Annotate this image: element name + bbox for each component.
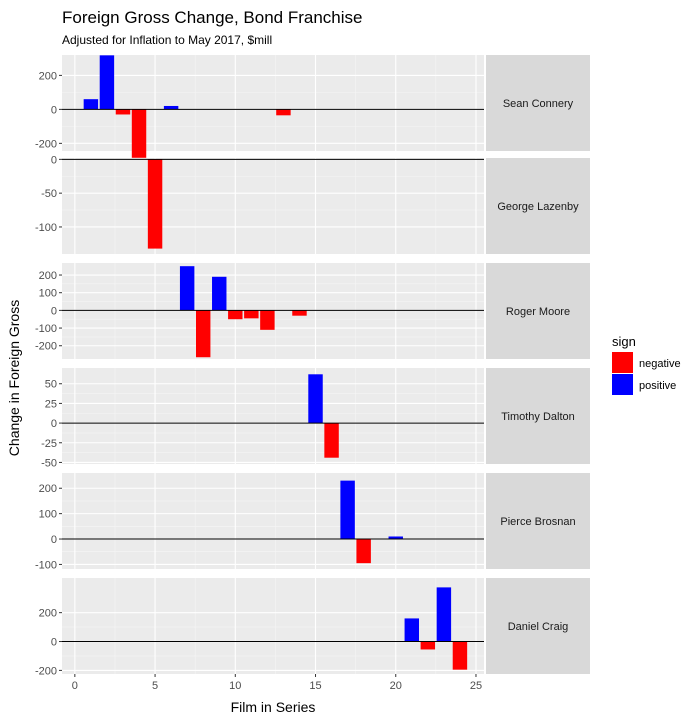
- bar-negative: [420, 641, 436, 650]
- bar-negative: [356, 539, 371, 564]
- bar-positive: [340, 480, 355, 540]
- y-tick-label: 200: [39, 70, 57, 82]
- facet-strip-label: Pierce Brosnan: [500, 516, 575, 528]
- bar-positive: [436, 587, 452, 642]
- bar-negative: [292, 310, 307, 316]
- facet-strip-label: Sean Connery: [503, 98, 574, 110]
- y-tick-label: -25: [41, 438, 57, 450]
- y-tick-label: 25: [45, 398, 57, 410]
- bar-negative: [260, 310, 275, 330]
- facet-panel: -50 -25 0 25 50 Timothy Dalton: [41, 368, 590, 469]
- y-tick-label: 100: [39, 288, 57, 300]
- x-tick-label: 0: [72, 680, 78, 692]
- bar-positive: [179, 266, 195, 311]
- y-tick-label: 0: [51, 104, 57, 116]
- facet-strip: [486, 263, 590, 359]
- bar-negative: [147, 159, 163, 249]
- y-tick-label: 200: [39, 270, 57, 282]
- bar-positive: [163, 105, 179, 110]
- y-tick-label: -100: [35, 323, 57, 335]
- y-tick-label: 50: [45, 379, 57, 391]
- x-tick-label: 20: [390, 680, 402, 692]
- bar-positive: [212, 276, 227, 311]
- facet-strip: [486, 368, 590, 464]
- panel-background: [62, 55, 484, 151]
- y-tick-label: -200: [35, 341, 57, 353]
- facet-panel: -200 0 200 Daniel Craig: [35, 578, 590, 677]
- legend-label-negative: negative: [639, 358, 681, 370]
- x-tick-label: 15: [309, 680, 321, 692]
- x-tick-label: 25: [470, 680, 482, 692]
- facet-strip: [486, 158, 590, 254]
- facet-strip-label: Timothy Dalton: [501, 411, 575, 423]
- bar-negative: [195, 310, 211, 358]
- y-tick-label: -50: [41, 188, 57, 200]
- y-tick-label: 0: [51, 154, 57, 166]
- legend: sign negative positive: [612, 334, 681, 395]
- facet-panel: -100 -50 0 George Lazenby: [35, 154, 590, 254]
- bar-negative: [228, 310, 243, 320]
- panel-background: [62, 158, 484, 254]
- y-tick-label: -100: [35, 222, 57, 234]
- y-tick-label: 200: [39, 608, 57, 620]
- facet-strip-label: Roger Moore: [506, 306, 570, 318]
- panel-background: [62, 368, 484, 464]
- x-tick-label: 10: [229, 680, 241, 692]
- bar-positive: [308, 374, 323, 424]
- facet-strip: [486, 578, 590, 674]
- facet-panel: -200 0 200 Sean Connery: [35, 55, 590, 158]
- y-tick-label: 100: [39, 509, 57, 521]
- legend-label-positive: positive: [639, 380, 676, 392]
- x-tick-label: 5: [152, 680, 158, 692]
- x-axis: 0 5 10 15 20 25: [72, 674, 482, 692]
- facet-panel: -200 -100 0 100 200 Roger Moore: [35, 263, 590, 359]
- bar-positive: [404, 618, 420, 642]
- chart-subtitle: Adjusted for Inflation to May 2017, $mil…: [62, 33, 272, 47]
- bar-positive: [388, 536, 403, 540]
- y-tick-label: 0: [51, 418, 57, 430]
- panel-background: [62, 473, 484, 569]
- y-tick-label: 0: [51, 305, 57, 317]
- facet-strip: [486, 55, 590, 151]
- facet-strip: [486, 473, 590, 569]
- bar-negative: [244, 310, 259, 319]
- facet-strip-label: George Lazenby: [497, 201, 579, 213]
- panel-background: [62, 578, 484, 674]
- y-axis-title: Change in Foreign Gross: [6, 300, 22, 456]
- legend-key-positive: [612, 374, 633, 395]
- facet-strip-label: Daniel Craig: [508, 621, 569, 633]
- bar-negative: [131, 109, 147, 158]
- y-tick-label: 0: [51, 534, 57, 546]
- y-tick-label: -200: [35, 665, 57, 677]
- bar-negative: [324, 423, 339, 458]
- facet-panel: -100 0 100 200 Pierce Brosnan: [35, 473, 590, 571]
- bar-positive: [83, 99, 99, 110]
- x-axis-title: Film in Series: [231, 699, 316, 715]
- bar-negative: [276, 109, 291, 116]
- bar-positive: [99, 55, 115, 110]
- bar-negative: [452, 641, 468, 670]
- legend-title: sign: [612, 334, 636, 349]
- legend-key-negative: [612, 352, 633, 373]
- y-tick-label: 200: [39, 483, 57, 495]
- chart-title: Foreign Gross Change, Bond Franchise: [62, 8, 363, 27]
- bar-negative: [115, 109, 131, 115]
- facet-panels: -200 0 200 Sean Connery -100 -50 0 George Lazen…: [35, 55, 590, 677]
- y-tick-label: -50: [41, 457, 57, 469]
- y-tick-label: 0: [51, 637, 57, 649]
- y-tick-label: -100: [35, 559, 57, 571]
- y-tick-label: -200: [35, 138, 57, 150]
